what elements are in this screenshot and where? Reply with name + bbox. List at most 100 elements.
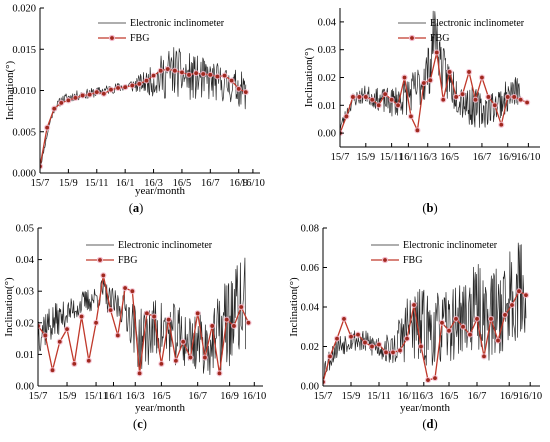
chart-panel-a: 0.000 0.005 0.010 0.015 0.020 15/7 15/9 15/11 16… (4, 4, 265, 216)
panel-caption-text: (a) (129, 201, 144, 215)
fbg-point (461, 324, 465, 329)
fbg-point (460, 92, 465, 97)
fbg-point (72, 361, 77, 366)
fbg-point (59, 100, 64, 105)
x-tick-label: 15/7 (29, 391, 48, 402)
fbg-point (181, 339, 186, 344)
x-tick-label: 16/10 (518, 391, 542, 402)
fbg-point (405, 336, 409, 341)
fbg-point (158, 68, 163, 73)
fbg-point (517, 289, 521, 294)
fbg-point (144, 78, 149, 83)
fbg-point (473, 97, 478, 102)
fbg-point (383, 92, 388, 97)
fbg-point (109, 87, 113, 92)
fbg-point (172, 68, 177, 73)
fbg-point (194, 71, 199, 76)
x-tick-label: 16/9 (229, 178, 248, 189)
x-tick-label: 16/3 (126, 391, 145, 402)
fbg-point (210, 324, 215, 328)
y-tick-label: 0.015 (12, 45, 36, 56)
x-tick-label: 15/9 (356, 152, 375, 163)
fbg-point (480, 75, 484, 80)
y-tick-label: 0.01 (318, 101, 336, 112)
fbg-point (363, 95, 368, 99)
legend-fbg-marker (110, 36, 114, 40)
fbg-point (101, 273, 106, 278)
series-electronic-inclinometer-line (340, 10, 521, 131)
fbg-point (123, 85, 128, 90)
fbg-point (499, 122, 504, 127)
fbg-point (165, 67, 170, 71)
series-electronic-inclinometer-line (38, 257, 246, 376)
x-tick-label: 15/9 (58, 391, 77, 402)
x-tick-label: 16/10 (241, 178, 265, 189)
fbg-point (94, 320, 98, 325)
fbg-point (79, 314, 84, 319)
x-tick-label: 16/10 (242, 391, 266, 402)
fbg-point (351, 95, 355, 99)
fbg-point (222, 73, 227, 78)
fbg-point (108, 308, 113, 313)
fbg-point (525, 100, 529, 105)
fbg-point (188, 355, 193, 360)
x-tick-label: 15/11 (367, 391, 391, 402)
fbg-point (402, 75, 407, 80)
fbg-point (503, 313, 507, 317)
fbg-point (137, 82, 142, 86)
plot-area (323, 242, 530, 386)
fbg-point (426, 378, 430, 382)
fbg-point (52, 106, 57, 111)
fbg-point (86, 358, 91, 363)
fbg-point (246, 320, 251, 325)
fbg-point (151, 73, 156, 78)
fbg-point (486, 95, 491, 99)
y-tick-label: 0.02 (318, 73, 336, 84)
legend-electronic-label: Electronic inclinometer (430, 18, 525, 29)
fbg-point (524, 293, 528, 298)
fbg-point (215, 74, 220, 79)
fbg-point (428, 78, 433, 83)
fbg-point (195, 311, 200, 316)
fbg-point (433, 376, 437, 380)
y-tick-label: 0.03 (16, 287, 34, 298)
fbg-point (475, 316, 479, 321)
x-tick-label: 16/3 (414, 391, 433, 402)
x-tick-label: 16/1 (116, 178, 135, 189)
fbg-point (65, 327, 69, 332)
x-tick-label: 15/11 (84, 391, 108, 402)
y-tick-label: 0.00 (301, 382, 319, 393)
x-tick-label: 16/7 (188, 391, 207, 402)
fbg-point (130, 289, 135, 294)
x-tick-label: 15/7 (31, 178, 50, 189)
y-tick-label: 0.03 (318, 45, 336, 56)
fbg-point (398, 348, 402, 353)
fbg-point (370, 344, 374, 349)
fbg-point (512, 95, 517, 99)
fbg-point (505, 95, 510, 99)
fbg-point (101, 91, 106, 96)
x-tick-label: 16/3 (418, 152, 437, 163)
y-tick-label: 0.05 (16, 224, 34, 235)
fbg-point (468, 332, 472, 337)
y-tick-label: 0.08 (301, 224, 319, 235)
fbg-point (137, 371, 142, 376)
fbg-point (335, 336, 339, 341)
fbg-point (467, 70, 471, 74)
plot-area (38, 257, 252, 377)
legend-fbg-label: FBG (430, 33, 449, 44)
y-axis-label: Inclination(°) (3, 277, 15, 337)
fbg-point (87, 92, 92, 97)
fbg-point (357, 95, 362, 99)
x-tick-label: 16/5 (440, 391, 459, 402)
fbg-point (224, 317, 229, 322)
x-tick-label: 15/7 (314, 391, 333, 402)
fbg-point (489, 316, 493, 321)
fbg-point (356, 332, 360, 337)
fbg-point (421, 81, 426, 85)
